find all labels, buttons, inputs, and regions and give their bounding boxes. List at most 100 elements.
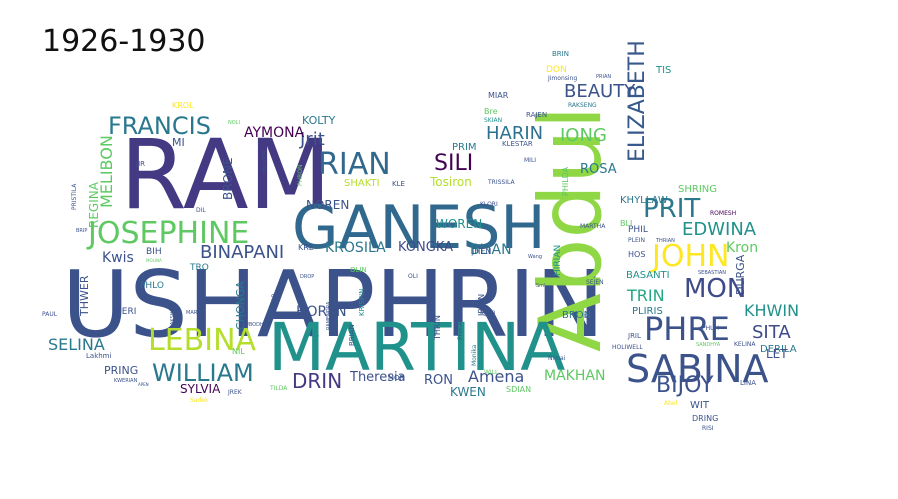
- word-will: WILL: [484, 369, 499, 376]
- word-phil: PHIL: [628, 225, 648, 235]
- word-kongka: KONGKA: [398, 240, 453, 255]
- word-smi: Smi: [536, 283, 545, 289]
- word-ram: RAM: [120, 119, 331, 231]
- word-monika: Monika: [471, 344, 478, 366]
- word-noren: NOREN: [306, 198, 349, 212]
- word-wang: Wang: [528, 254, 542, 260]
- word-bron: BRON: [562, 310, 591, 321]
- word-kwis: Kwis: [102, 250, 134, 266]
- word-prim: PRIM: [452, 142, 477, 153]
- word-subodh: SUBODH: [242, 322, 264, 328]
- word-drop: DROP: [300, 274, 314, 280]
- word-prit: PRIT: [643, 194, 700, 224]
- word-kre: KRE: [298, 243, 314, 252]
- word-mon: MON: [684, 274, 746, 304]
- word-apen: APEN: [138, 382, 149, 387]
- word-bih: BIH: [146, 247, 162, 257]
- word-khwin: KHWIN: [744, 301, 799, 320]
- word-brian: BRIAN: [348, 324, 356, 346]
- word-bijoy: BIJOY: [656, 373, 714, 398]
- word-sili: SILI: [434, 151, 473, 176]
- word-tosiron: Tosiron: [429, 175, 472, 189]
- word-dil: DIL: [196, 207, 206, 214]
- word-sabina: SABINA: [626, 347, 769, 391]
- word-rosa: ROSA: [580, 162, 617, 177]
- word-paul: PAUL: [42, 311, 58, 318]
- word-abdul: Abdul: [521, 106, 621, 352]
- word-blian: BLIAN: [470, 242, 512, 258]
- word-mi: MI: [172, 136, 185, 149]
- word-phre: PHRE: [644, 310, 730, 348]
- word-romesh: ROMESH: [710, 210, 736, 217]
- word-nil: NIL: [232, 347, 245, 356]
- word-durga: DURGA: [734, 254, 747, 295]
- word-woren: WOREN: [436, 217, 482, 231]
- word-srian: Srian: [480, 309, 496, 316]
- word-sylvia: SYLVIA: [180, 382, 221, 396]
- word-brin: BRIN: [552, 50, 569, 58]
- word-lebina: LEBINA: [148, 323, 257, 358]
- word-holiwell: HOLIWELL: [612, 344, 643, 351]
- word-iong: IONG: [560, 125, 607, 146]
- word-martina: MARTINA: [268, 309, 565, 386]
- word-khyllaw: KHYLLAW: [620, 195, 668, 206]
- word-brip: BRIP: [76, 228, 87, 234]
- word-sadek: Sadek: [190, 397, 209, 404]
- word-jrit: Jrit: [299, 129, 325, 150]
- word-mili: MILI: [524, 157, 536, 164]
- word-bli: BLI: [620, 219, 632, 228]
- word-phron: PHRON: [297, 164, 304, 186]
- word-aymona: AYMONA: [244, 125, 305, 141]
- word-thwer: THWER: [78, 275, 91, 317]
- word-phriak: PHRIAK: [457, 317, 464, 340]
- word-sandhya: SANDHYA: [696, 342, 721, 348]
- word-theresia: Theresia: [349, 370, 406, 385]
- word-wit: WIT: [690, 400, 710, 411]
- word-jir: JIR: [135, 160, 145, 168]
- word-josephine: JOSEPHINE: [86, 216, 249, 251]
- word-skian: SKIAN: [484, 117, 502, 124]
- word-sdian: SDIAN: [506, 385, 531, 394]
- word-brone: BRONE: [221, 157, 235, 200]
- word-tis: TIS: [655, 65, 671, 76]
- word-amena: Amena: [468, 367, 524, 386]
- word-lakhmi: Lakhmi: [86, 352, 111, 360]
- page-title: 1926-1930: [42, 24, 206, 59]
- word-selina: SELINA: [48, 335, 105, 354]
- word-phuh: PHUH: [702, 325, 719, 332]
- word-sita: SITA: [752, 322, 791, 343]
- word-pring: PRING: [104, 364, 138, 377]
- word-derila: DERILA: [760, 344, 797, 355]
- word-binapani: BINAPANI: [200, 242, 284, 263]
- word-plein: PLEIN: [628, 237, 645, 244]
- word-william: WILLIAM: [152, 359, 254, 387]
- word-kelina: KELINA: [734, 341, 756, 348]
- word-mor: MOR: [388, 374, 405, 382]
- word-prian: PRIAN: [596, 74, 611, 80]
- word-francis: FRANCIS: [108, 112, 211, 140]
- word-trissila: TRISSILA: [487, 179, 515, 186]
- word-john: JOHN: [650, 239, 729, 274]
- word-elizabeth: ELIZABETH: [625, 40, 650, 162]
- word-halimon: HALIMON: [262, 150, 268, 174]
- word-shakti: SHAKTI: [344, 178, 380, 189]
- word-ramendra: RAMENDRA: [326, 301, 332, 330]
- word-rajen: RAJEN: [526, 111, 547, 119]
- word-sri: Sri: [584, 314, 591, 320]
- word-victor: VICTOR: [271, 293, 278, 316]
- word-krol: KROL: [172, 101, 194, 110]
- word-edwina: EDWINA: [682, 219, 757, 240]
- word-let: LET: [766, 347, 788, 361]
- word-chonga: CHONGA: [234, 281, 247, 330]
- word-hirian: HIRIAN: [553, 245, 563, 276]
- word-makhan: MAKHAN: [544, 368, 605, 384]
- word-noli: NOLI: [228, 120, 240, 126]
- word-rakseng: RAKSENG: [568, 102, 597, 109]
- word-ron: RON: [424, 373, 453, 388]
- word-klestar: KLESTAR: [502, 140, 533, 148]
- word-pliris: PLIRIS: [632, 306, 663, 317]
- word-nimai: Nimai: [548, 355, 566, 362]
- word-jimonsing: Jimonsing: [547, 75, 577, 82]
- word-sejen: SEJEN: [586, 279, 604, 286]
